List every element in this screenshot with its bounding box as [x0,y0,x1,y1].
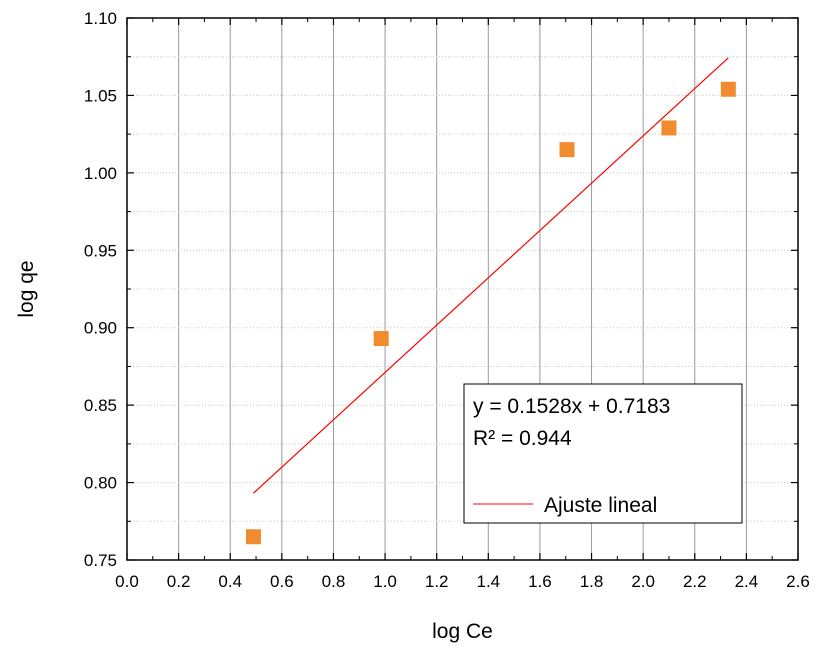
x-tick-label: 1.0 [373,572,397,591]
data-points [245,81,736,545]
x-tick-label: 2.2 [683,572,707,591]
fit-line-layer [253,57,729,494]
y-tick-label: 1.10 [84,9,117,28]
x-tick-label: 0.4 [218,572,242,591]
y-tick-label: 0.80 [84,474,117,493]
legend-label-fit: Ajuste lineal [544,494,657,517]
data-point [245,529,261,545]
x-tick-label: 0.6 [270,572,294,591]
axis-ticks [126,17,799,561]
y-tick-label: 0.90 [84,319,117,338]
x-axis-title: log Ce [432,620,493,643]
x-tick-label: 2.6 [786,572,810,591]
data-point [559,142,575,158]
x-tick-label: 1.2 [425,572,449,591]
x-tick-label: 0.0 [115,572,139,591]
r-squared: R² = 0.944 [473,427,572,450]
y-tick-labels: 0.75 0.80 0.85 0.90 0.95 1.00 1.05 1.10 [84,9,117,570]
y-tick-label: 0.75 [84,551,117,570]
fit-line [253,57,729,494]
legend-frame [463,383,743,524]
x-tick-labels: 0.0 0.2 0.4 0.6 0.8 1.0 1.2 1.4 1.6 1.8 2.0 2.2 2.4 2… [115,572,810,591]
grid [127,17,798,561]
x-tick-label: 1.4 [476,572,500,591]
x-tick-label: 0.2 [167,572,191,591]
fit-equation: y = 0.1528x + 0.7183 [473,395,670,418]
x-tick-label: 2.4 [735,572,759,591]
data-point [720,81,736,97]
legend-box: y = 0.1528x + 0.7183 R² = 0.944 Ajuste l… [463,383,743,524]
x-tick-label: 2.0 [631,572,655,591]
x-tick-label: 1.8 [580,572,604,591]
data-point [373,331,389,347]
data-point [661,120,677,136]
x-tick-label: 0.8 [322,572,346,591]
y-tick-label: 1.00 [84,164,117,183]
y-tick-label: 0.85 [84,396,117,415]
x-tick-label: 1.6 [528,572,552,591]
y-tick-label: 1.05 [84,86,117,105]
y-tick-label: 0.95 [84,241,117,260]
y-axis-title: log qe [15,260,38,317]
